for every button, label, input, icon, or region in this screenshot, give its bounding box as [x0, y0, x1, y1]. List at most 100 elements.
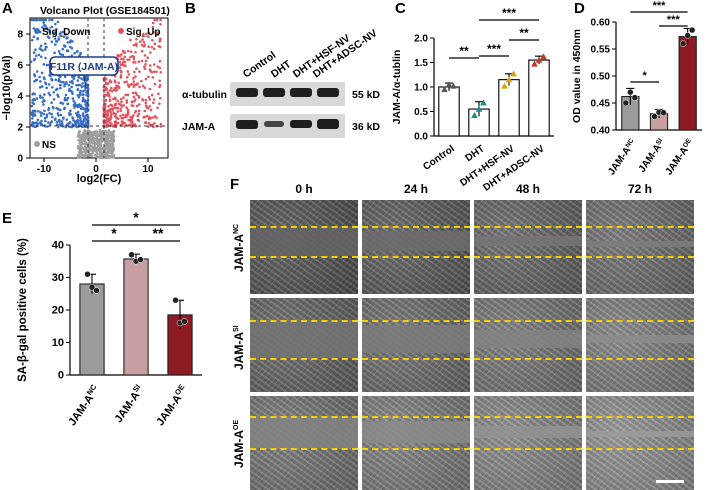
wound-edge-line — [586, 448, 694, 450]
volcano-point-down — [52, 90, 56, 94]
wound-edge-line — [474, 320, 582, 322]
volcano-point-ns — [91, 132, 95, 136]
volcano-point-down — [61, 102, 65, 105]
volcano-point-up — [143, 109, 147, 113]
volcano-point-up — [109, 110, 112, 114]
volcano-point-ns — [93, 149, 97, 152]
significance-label: * — [133, 209, 139, 225]
category-label: JAM-ASI — [636, 137, 667, 175]
volcano-point-up — [119, 107, 122, 111]
y-axis-label: OD value in 450nm — [571, 29, 583, 123]
chart-e: 0 10 20 30 40 SA-β-gal positive cells (%) JAM-… — [17, 209, 202, 428]
volcano-point-up — [152, 31, 155, 34]
volcano-point-ns — [101, 129, 105, 133]
volcano-point-down — [30, 104, 34, 108]
data-point — [540, 53, 547, 60]
volcano-point-up — [142, 40, 146, 44]
volcano-point-up — [114, 122, 118, 126]
volcano-point-up — [153, 122, 156, 125]
highlight-gene-label: F11R (JAM-A) — [50, 61, 118, 73]
volcano-point-up — [123, 64, 126, 67]
volcano-point-up — [148, 98, 152, 101]
volcano-point-down — [39, 114, 43, 118]
volcano-point-up — [144, 98, 148, 102]
volcano-point-down — [77, 122, 80, 126]
volcano-point-up — [132, 77, 135, 80]
volcano-point-up — [143, 43, 147, 47]
volcano-point-ns — [81, 142, 85, 146]
volcano-point-up — [126, 110, 130, 113]
band-tubulin-3 — [290, 88, 312, 97]
micrograph — [474, 396, 582, 490]
y-tick-label: 1.5 — [414, 58, 428, 69]
volcano-point-up — [119, 63, 123, 67]
volcano-point-up — [157, 44, 160, 48]
volcano-point-up — [108, 99, 112, 103]
scratch-gap — [362, 231, 470, 251]
volcano-point-down — [62, 35, 66, 39]
volcano-point-down — [42, 21, 46, 24]
volcano-point-up — [127, 85, 131, 89]
volcano-point-up — [145, 121, 148, 124]
volcano-point-ns — [104, 144, 107, 148]
volcano-point-up — [114, 89, 117, 92]
volcano-point-down — [84, 107, 87, 111]
volcano-point-down — [36, 118, 40, 122]
volcano-point-down — [66, 36, 69, 39]
scratch-gap — [586, 241, 694, 247]
category-label-sup: NC — [84, 382, 98, 397]
scratch-gap — [474, 426, 582, 438]
volcano-point-down — [45, 45, 48, 49]
volcano-point-down — [61, 47, 65, 51]
volcano-point-ns — [88, 144, 91, 148]
data-point — [475, 105, 483, 112]
volcano-point-up — [139, 40, 142, 44]
volcano-point-down — [33, 74, 37, 78]
volcano-point-down — [81, 106, 85, 110]
volcano-point-ns — [82, 135, 86, 138]
volcano-point-ns — [78, 151, 82, 155]
volcano-point-down — [50, 40, 54, 44]
volcano-point-down — [50, 120, 54, 123]
volcano-point-ns — [106, 155, 110, 158]
volcano-point-down — [36, 122, 40, 126]
category-label: Control — [421, 143, 457, 173]
volcano-point-up — [112, 111, 116, 115]
volcano-point-down — [47, 121, 50, 124]
y-tick-label: 0.55 — [591, 45, 611, 56]
volcano-point-down — [31, 98, 35, 102]
volcano-point-up — [155, 70, 158, 74]
volcano-point-up — [151, 21, 155, 25]
volcano-point-up — [122, 61, 125, 64]
volcano-point-up — [159, 122, 163, 126]
category-label-sup: SI — [655, 137, 664, 146]
volcano-point-up — [111, 107, 114, 111]
volcano-point-ns — [106, 131, 109, 134]
volcano-point-ns — [111, 130, 114, 134]
volcano-point-up — [152, 101, 155, 105]
micrograph — [250, 200, 358, 294]
volcano-point-ns — [97, 134, 101, 137]
volcano-point-up — [124, 93, 128, 97]
volcano-point-up — [156, 106, 159, 110]
condition-label-text: JAM-A — [232, 430, 246, 468]
volcano-point-down — [43, 27, 46, 31]
volcano-point-down — [78, 83, 82, 87]
volcano-point-down — [50, 78, 54, 82]
volcano-point-down — [53, 37, 57, 40]
volcano-point-down — [65, 98, 68, 102]
volcano-point-up — [108, 80, 112, 84]
volcano-point-up — [142, 65, 146, 69]
volcano-xtick-label: -10 — [37, 164, 52, 175]
volcano-point-up — [148, 105, 152, 108]
volcano-point-down — [47, 108, 50, 112]
volcano-point-down — [44, 42, 47, 46]
volcano-point-down — [82, 119, 85, 123]
volcano-point-ns — [104, 129, 108, 133]
volcano-point-down — [58, 52, 62, 56]
volcano-point-up — [147, 31, 151, 35]
significance-label: ** — [459, 44, 469, 58]
volcano-ytick-label: 8 — [17, 30, 23, 41]
wound-edge-line — [362, 358, 470, 360]
volcano-point-ns — [81, 150, 84, 153]
